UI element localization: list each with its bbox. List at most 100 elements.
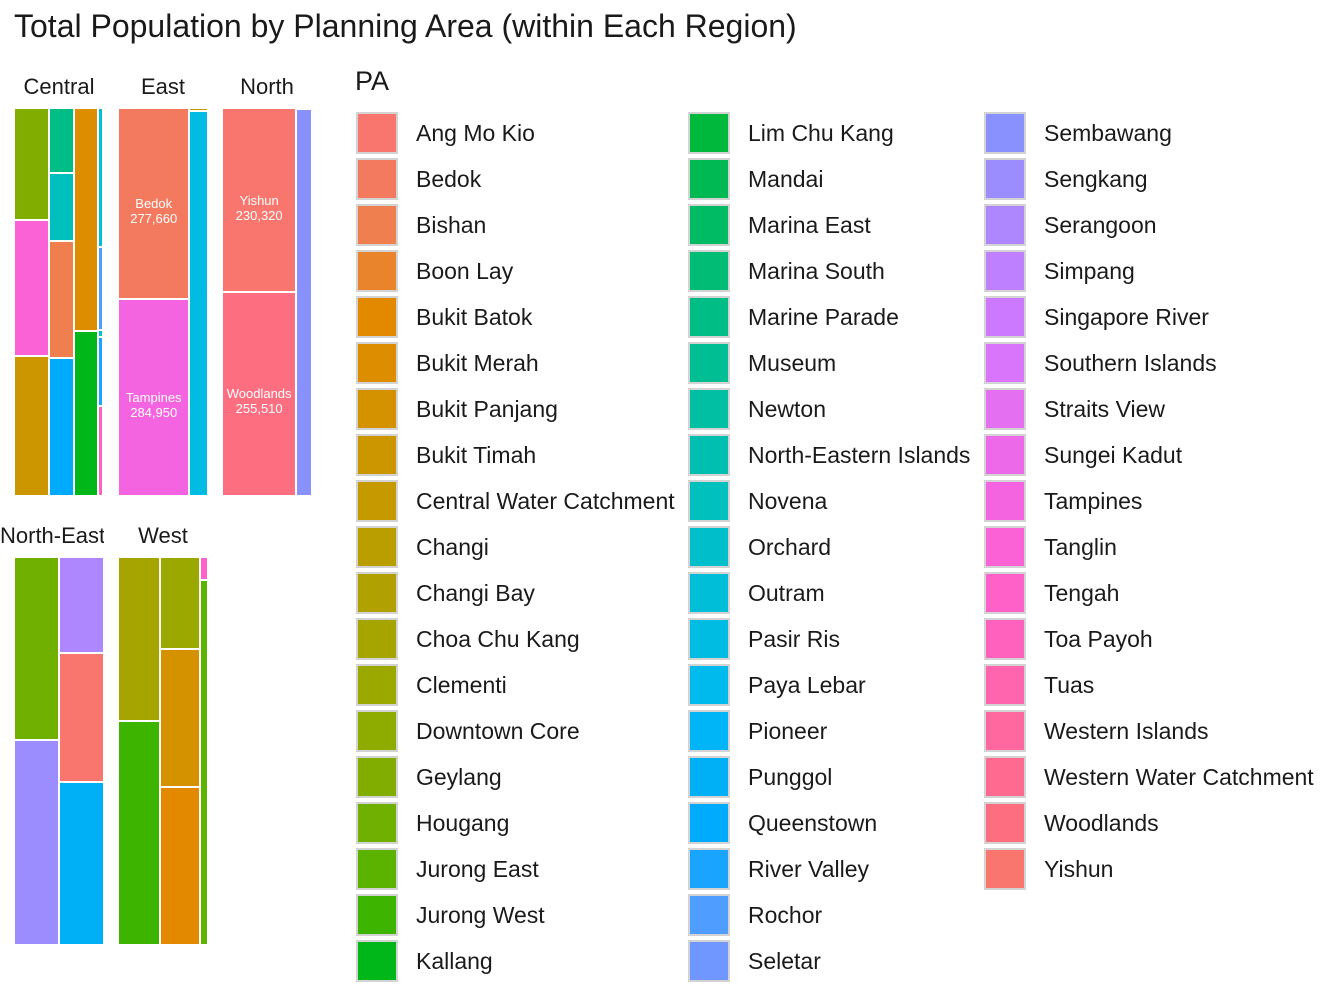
legend-key-outram: [688, 572, 730, 614]
treemap-panel-west: [118, 557, 208, 945]
legend-key-tuas: [984, 664, 1026, 706]
tile-tengah: [200, 557, 208, 580]
legend-label-singapore-river: Singapore River: [1044, 303, 1209, 331]
legend-label-lim-chu-kang: Lim Chu Kang: [748, 119, 894, 147]
legend-key-jurong-west: [356, 894, 398, 936]
tile-newton: [103, 274, 104, 496]
tile-sengkang: [14, 740, 59, 945]
legend-key-yishun: [984, 848, 1026, 890]
legend-key-straits-view: [984, 388, 1026, 430]
legend-label-marina-east: Marina East: [748, 211, 871, 239]
legend-key-tanglin: [984, 526, 1026, 568]
legend-key-boon-lay: [356, 250, 398, 292]
legend-label-simpang: Simpang: [1044, 257, 1135, 285]
legend-label-tanglin: Tanglin: [1044, 533, 1117, 561]
legend-label-boon-lay: Boon Lay: [416, 257, 513, 285]
tile-bedok: Bedok 277,660: [118, 108, 189, 299]
legend-label-punggol: Punggol: [748, 763, 832, 791]
legend-key-hougang: [356, 802, 398, 844]
treemap-panel-central: [14, 108, 104, 496]
legend-key-toa-payoh: [984, 618, 1026, 660]
tile-tampines: Tampines 284,950: [118, 299, 189, 496]
legend-key-bukit-merah: [356, 342, 398, 384]
tile-serangoon: [59, 557, 104, 653]
tile-singapore-river: [103, 191, 104, 274]
legend-label-tuas: Tuas: [1044, 671, 1094, 699]
facet-title-north-east: North-East: [0, 521, 104, 551]
tile-tanglin: [14, 220, 49, 357]
legend-label-downtown-core: Downtown Core: [416, 717, 580, 745]
legend-label-museum: Museum: [748, 349, 836, 377]
legend-key-pasir-ris: [688, 618, 730, 660]
legend-label-ang-mo-kio: Ang Mo Kio: [416, 119, 535, 147]
tile-bukit-batok: [160, 787, 199, 945]
legend-label-newton: Newton: [748, 395, 826, 423]
chart-title: Total Population by Planning Area (withi…: [14, 8, 797, 45]
tile-jurong-west: [118, 721, 160, 945]
legend-key-kallang: [356, 940, 398, 982]
legend-label-changi-bay: Changi Bay: [416, 579, 535, 607]
legend-label-outram: Outram: [748, 579, 825, 607]
legend-key-downtown-core: [356, 710, 398, 752]
legend-key-tampines: [984, 480, 1026, 522]
tile-bishan: [49, 241, 74, 358]
tile-yishun: Yishun 230,320: [222, 108, 296, 292]
legend-label-novena: Novena: [748, 487, 827, 515]
legend-label-sengkang: Sengkang: [1044, 165, 1148, 193]
legend-key-choa-chu-kang: [356, 618, 398, 660]
tile-kallang: [74, 331, 98, 496]
tile-punggol: [59, 782, 104, 945]
tile-label-tampines: Tampines 284,950: [119, 391, 188, 421]
tile-geylang: [14, 108, 49, 220]
legend-key-central-water-catchment: [356, 480, 398, 522]
legend-key-river-valley: [688, 848, 730, 890]
legend-key-western-islands: [984, 710, 1026, 752]
legend-key-changi-bay: [356, 572, 398, 614]
legend-key-bukit-timah: [356, 434, 398, 476]
tile-jurong-east: [200, 580, 208, 945]
facet-title-central: Central: [14, 72, 104, 102]
legend-label-river-valley: River Valley: [748, 855, 869, 883]
legend-label-sungei-kadut: Sungei Kadut: [1044, 441, 1182, 469]
treemap-panel-north-east: [14, 557, 104, 945]
tile-clementi: [160, 557, 199, 649]
legend-key-bedok: [356, 158, 398, 200]
legend-key-queenstown: [688, 802, 730, 844]
facet-title-west: West: [118, 521, 208, 551]
legend-key-bishan: [356, 204, 398, 246]
legend-label-pasir-ris: Pasir Ris: [748, 625, 840, 653]
legend-label-bukit-panjang: Bukit Panjang: [416, 395, 558, 423]
legend-key-mandai: [688, 158, 730, 200]
facet-title-east: East: [118, 72, 208, 102]
legend-label-jurong-west: Jurong West: [416, 901, 545, 929]
legend-label-marine-parade: Marine Parade: [748, 303, 899, 331]
legend-key-ang-mo-kio: [356, 112, 398, 154]
legend-label-jurong-east: Jurong East: [416, 855, 539, 883]
legend-title: PA: [355, 66, 389, 97]
tile-sembawang: [296, 109, 311, 496]
legend-label-western-islands: Western Islands: [1044, 717, 1208, 745]
legend-key-marina-south: [688, 250, 730, 292]
legend-label-choa-chu-kang: Choa Chu Kang: [416, 625, 580, 653]
legend-label-tampines: Tampines: [1044, 487, 1142, 515]
legend-key-marina-east: [688, 204, 730, 246]
legend-label-north-eastern-islands: North-Eastern Islands: [748, 441, 970, 469]
legend-label-bukit-timah: Bukit Timah: [416, 441, 536, 469]
legend-key-orchard: [688, 526, 730, 568]
legend-key-punggol: [688, 756, 730, 798]
legend-label-serangoon: Serangoon: [1044, 211, 1157, 239]
legend-label-hougang: Hougang: [416, 809, 509, 837]
legend-key-sembawang: [984, 112, 1026, 154]
legend-label-paya-lebar: Paya Lebar: [748, 671, 866, 699]
legend-key-jurong-east: [356, 848, 398, 890]
tile-woodlands: Woodlands 255,510: [222, 292, 296, 496]
legend-key-north-eastern-islands: [688, 434, 730, 476]
legend-key-seletar: [688, 940, 730, 982]
legend-key-museum: [688, 342, 730, 384]
legend-label-toa-payoh: Toa Payoh: [1044, 625, 1153, 653]
legend-label-southern-islands: Southern Islands: [1044, 349, 1217, 377]
legend-label-marina-south: Marina South: [748, 257, 885, 285]
tile-ang-mo-kio: [59, 653, 104, 783]
legend-label-western-water-catchment: Western Water Catchment: [1044, 763, 1314, 791]
legend-key-bukit-panjang: [356, 388, 398, 430]
